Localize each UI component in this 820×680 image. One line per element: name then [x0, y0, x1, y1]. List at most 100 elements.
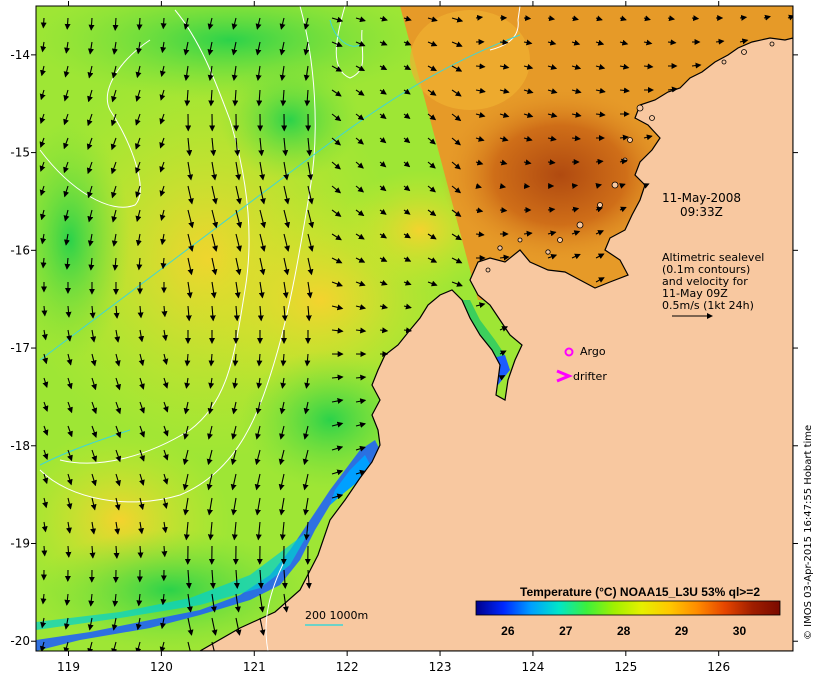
- velocity-arrow: [499, 207, 508, 214]
- velocity-arrow: [135, 89, 141, 102]
- velocity-arrow: [161, 305, 168, 318]
- velocity-arrow: [40, 17, 47, 29]
- velocity-arrow: [303, 497, 309, 516]
- velocity-arrow: [451, 233, 462, 241]
- velocity-arrow: [355, 422, 367, 428]
- velocity-arrow: [134, 137, 141, 150]
- velocity-arrow: [255, 65, 262, 82]
- velocity-arrow: [427, 40, 438, 47]
- velocity-arrow: [278, 449, 285, 466]
- velocity-arrow: [571, 135, 581, 142]
- velocity-arrow: [160, 233, 167, 246]
- velocity-arrow: [379, 256, 388, 262]
- velocity-arrow: [40, 257, 47, 269]
- velocity-arrow: [42, 425, 49, 436]
- velocity-arrow: [331, 209, 342, 217]
- velocity-arrow: [403, 279, 412, 286]
- velocity-arrow: [231, 17, 238, 30]
- islands: [485, 41, 775, 273]
- velocity-arrow: [66, 473, 73, 486]
- velocity-arrow: [355, 469, 366, 476]
- velocity-arrow: [233, 569, 240, 589]
- velocity-arrow: [475, 63, 486, 70]
- velocity-arrow: [547, 135, 557, 142]
- colorbar-tick-label: 29: [675, 624, 689, 638]
- velocity-arrow: [42, 401, 49, 412]
- sst-field: [36, 6, 793, 651]
- velocity-arrow: [498, 375, 506, 381]
- velocity-arrow: [135, 161, 141, 174]
- velocity-arrow: [136, 41, 142, 55]
- velocity-arrow: [379, 303, 389, 310]
- velocity-arrow: [86, 137, 93, 151]
- velocity-arrow: [115, 401, 122, 415]
- velocity-arrow: [40, 65, 46, 77]
- velocity-arrow: [187, 617, 194, 636]
- velocity-arrow: [306, 137, 313, 157]
- velocity-arrow: [232, 353, 239, 367]
- y-tick-label: -15: [10, 146, 30, 160]
- velocity-arrow: [91, 425, 98, 439]
- velocity-arrow: [234, 593, 241, 613]
- velocity-arrow: [595, 39, 605, 46]
- land: [198, 6, 793, 651]
- velocity-arrow: [595, 183, 602, 189]
- velocity-arrow: [451, 41, 463, 47]
- velocity-arrow: [427, 233, 437, 240]
- velocity-arrow: [642, 183, 650, 189]
- velocity-arrow: [135, 113, 141, 126]
- colorbar-tick-label: 30: [733, 624, 747, 638]
- velocity-arrow: [208, 377, 215, 389]
- velocity-arrow: [233, 305, 240, 322]
- velocity-arrow: [451, 65, 463, 72]
- velocity-arrow: [715, 38, 725, 45]
- velocity-arrow: [571, 15, 579, 22]
- velocity-arrow: [403, 184, 411, 192]
- argo-icon: [564, 347, 574, 357]
- velocity-arrow: [136, 17, 143, 31]
- velocity-arrow: [185, 305, 192, 322]
- velocity-arrow: [278, 473, 285, 491]
- velocity-arrow: [162, 353, 169, 365]
- velocity-arrow: [39, 209, 46, 221]
- argo-label: Argo: [580, 345, 606, 358]
- velocity-arrow: [571, 253, 581, 260]
- velocity-arrow: [210, 281, 217, 299]
- velocity-arrow: [331, 233, 342, 241]
- velocity-legend: Altimetric sealevel (0.1m contours) and …: [662, 251, 764, 319]
- velocity-arrow: [499, 326, 509, 332]
- velocity-arrow: [87, 89, 93, 103]
- velocity-arrow: [207, 17, 214, 30]
- velocity-arrow: [355, 161, 364, 169]
- velocity-arrow: [183, 65, 190, 82]
- velocity-arrow: [256, 353, 263, 367]
- velocity-arrow: [184, 377, 191, 389]
- velocity-arrow: [87, 41, 94, 55]
- velocity-arrow: [258, 281, 265, 299]
- velocity-arrow: [211, 233, 218, 252]
- velocity-arrow: [211, 161, 218, 181]
- legend-line-3: and velocity for: [662, 275, 748, 288]
- velocity-arrow: [499, 136, 509, 142]
- velocity-arrow: [110, 137, 117, 151]
- velocity-arrow: [159, 641, 166, 651]
- velocity-arrow: [210, 593, 217, 613]
- velocity-arrow: [235, 209, 243, 229]
- velocity-arrow: [571, 111, 582, 118]
- velocity-arrow: [207, 65, 214, 82]
- velocity-arrow: [207, 521, 214, 541]
- y-tick-label: -19: [10, 537, 30, 551]
- velocity-arrow: [282, 281, 289, 299]
- velocity-arrow: [475, 135, 485, 142]
- velocity-arrow: [643, 39, 653, 46]
- velocity-arrow: [331, 137, 342, 146]
- velocity-arrow: [40, 41, 47, 53]
- velocity-arrow: [162, 449, 169, 461]
- velocity-arrow: [403, 161, 411, 168]
- velocity-arrow: [403, 327, 413, 334]
- x-tick-label: 124: [521, 660, 544, 674]
- velocity-arrow: [355, 113, 365, 121]
- velocity-arrow: [475, 207, 484, 214]
- velocity-arrow: [87, 641, 94, 651]
